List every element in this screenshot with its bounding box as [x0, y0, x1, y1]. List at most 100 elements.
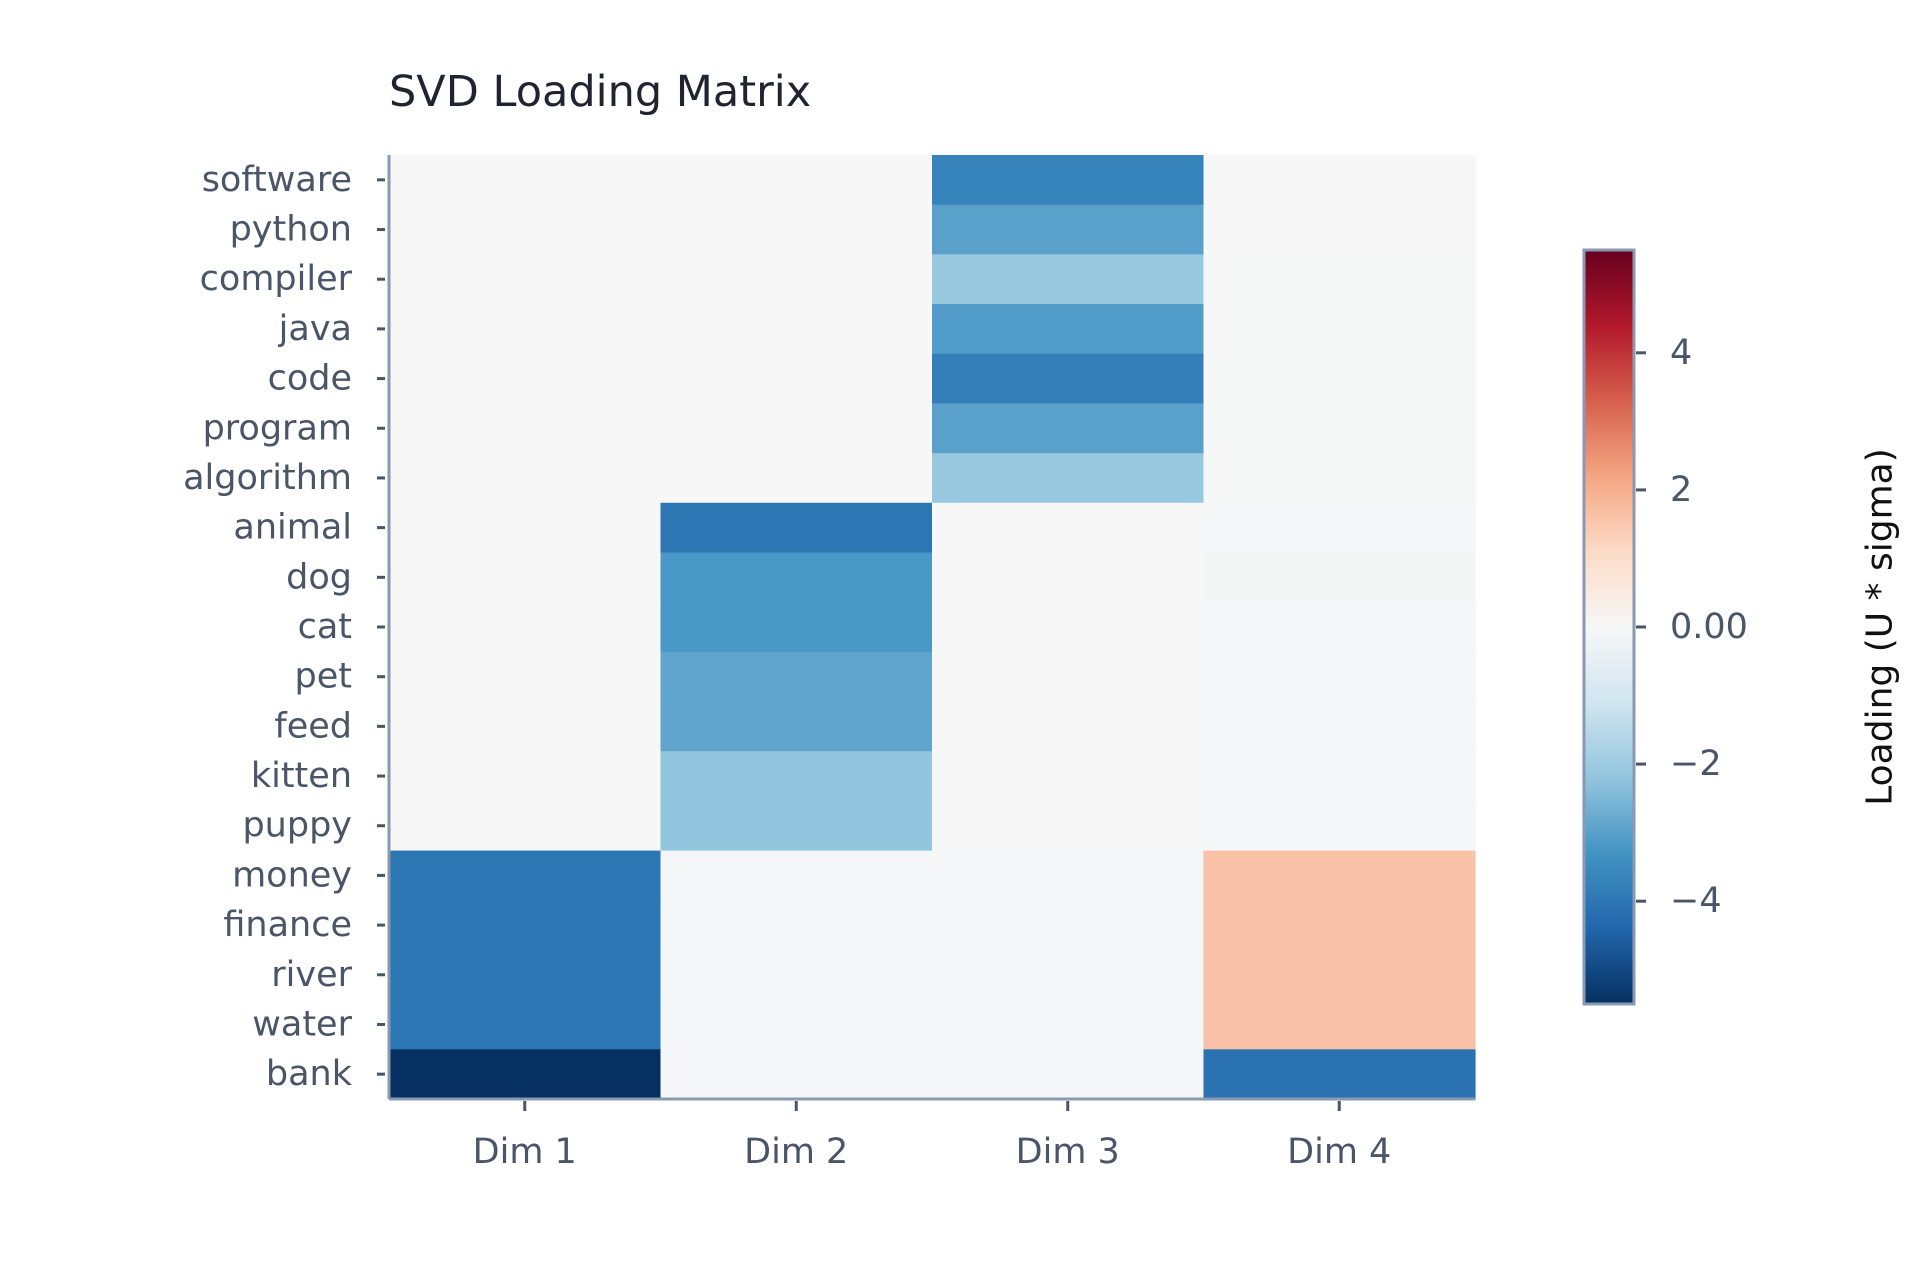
heatmap-cell — [932, 751, 1205, 802]
heatmap-cell — [1203, 800, 1476, 852]
row-label: river — [271, 955, 352, 995]
heatmap-cell — [660, 403, 933, 454]
row-label: algorithm — [183, 458, 352, 498]
row-label: dog — [286, 557, 352, 597]
heatmap-cell — [389, 602, 662, 653]
column-label: Dim 4 — [1287, 1132, 1391, 1172]
heatmap-cell — [932, 651, 1205, 703]
row-label: feed — [274, 706, 352, 746]
heatmap-cell — [660, 850, 933, 901]
heatmap-cell — [389, 751, 662, 802]
heatmap-cell — [932, 900, 1205, 951]
heatmap-cell — [932, 204, 1205, 255]
heatmap-cell — [932, 502, 1205, 554]
heatmap-cell — [1203, 900, 1476, 951]
row-label: software — [202, 160, 352, 200]
row-label: pet — [295, 657, 352, 697]
heatmap-cell — [1203, 304, 1476, 355]
heatmap-cell — [660, 800, 933, 852]
heatmap-cell — [660, 204, 933, 255]
column-label: Dim 3 — [1016, 1132, 1120, 1172]
row-labels: software python compiler java code program alg… — [183, 160, 353, 1094]
heatmap-cell — [389, 701, 662, 752]
heatmap-cell — [660, 900, 933, 951]
heatmap-cell — [389, 204, 662, 255]
row-label: money — [232, 855, 352, 895]
colorbar-label: Loading (U * sigma) — [1860, 448, 1901, 806]
column-label: Dim 1 — [473, 1132, 577, 1172]
heatmap-cell — [389, 800, 662, 852]
heatmap-cell — [1203, 949, 1476, 1001]
row-label: cat — [298, 607, 352, 647]
row-label: water — [252, 1004, 352, 1044]
heatmap-cell — [660, 552, 933, 603]
heatmap-cell — [389, 850, 662, 901]
heatmap-cell — [389, 403, 662, 454]
row-label: animal — [233, 508, 352, 548]
heatmap-cell — [1203, 850, 1476, 901]
row-label: puppy — [242, 806, 352, 846]
heatmap-cell — [932, 453, 1205, 504]
heatmap-cell — [1203, 353, 1476, 405]
heatmap-cell — [389, 552, 662, 603]
heatmap-cell — [932, 800, 1205, 852]
row-label: python — [230, 210, 352, 250]
colorbar-gradient — [1582, 248, 1636, 1006]
heatmap-cell — [389, 949, 662, 1001]
colorbar-tick-label: −4 — [1670, 881, 1722, 921]
heatmap-cell — [389, 900, 662, 951]
heatmap-cell — [932, 999, 1205, 1050]
heatmap-cell — [1203, 155, 1476, 206]
colorbar-tick-label: 2 — [1670, 470, 1692, 510]
heatmap-cell — [389, 999, 662, 1050]
heatmap-cell — [932, 304, 1205, 355]
row-label: kitten — [251, 756, 352, 796]
heatmap-cell — [660, 254, 933, 305]
row-label: program — [203, 408, 352, 448]
heatmap-cell — [1203, 552, 1476, 603]
heatmap-cell — [932, 254, 1205, 305]
heatmap-cell — [389, 502, 662, 554]
row-label: bank — [266, 1054, 353, 1094]
heatmap-cell — [1203, 701, 1476, 752]
row-label: java — [278, 309, 352, 349]
heatmap-cell — [660, 999, 933, 1050]
colorbar-tick-label: 0.00 — [1670, 607, 1748, 647]
heatmap-cell — [660, 651, 933, 703]
column-label: Dim 2 — [744, 1132, 848, 1172]
heatmap-cell — [1203, 254, 1476, 305]
chart-title: SVD Loading Matrix — [389, 67, 811, 117]
heatmap-cell — [660, 155, 933, 206]
heatmap-cell — [660, 949, 933, 1001]
row-label: finance — [223, 905, 352, 945]
heatmap-cell — [932, 701, 1205, 752]
heatmap-cell — [660, 751, 933, 802]
heatmap-cell — [660, 353, 933, 405]
colorbar-tick-label: −2 — [1670, 744, 1722, 784]
heatmap-cell — [932, 552, 1205, 603]
column-labels: Dim 1 Dim 2 Dim 3 Dim 4 — [473, 1132, 1392, 1172]
heatmap-cell — [389, 304, 662, 355]
heatmap-cell — [1203, 999, 1476, 1050]
heatmap-cell — [932, 155, 1205, 206]
heatmap-cell — [389, 453, 662, 504]
colorbar: 4 2 0.00 −2 −4 — [1582, 248, 1748, 1006]
heatmap-cell — [1203, 502, 1476, 554]
heatmap-cell — [660, 304, 933, 355]
colorbar-tick-label: 4 — [1670, 333, 1692, 373]
heatmap-cells — [389, 155, 1476, 1100]
heatmap-cell — [389, 651, 662, 703]
heatmap-cell — [1203, 453, 1476, 504]
heatmap-cell — [932, 403, 1205, 454]
row-label: code — [268, 359, 352, 399]
heatmap-cell — [932, 949, 1205, 1001]
heatmap-cell — [389, 155, 662, 206]
heatmap-cell — [660, 453, 933, 504]
heatmap-cell — [660, 1049, 933, 1100]
heatmap-cell — [660, 602, 933, 653]
heatmap-axes — [377, 155, 1475, 1111]
heatmap-cell — [660, 701, 933, 752]
heatmap-cell — [932, 850, 1205, 901]
